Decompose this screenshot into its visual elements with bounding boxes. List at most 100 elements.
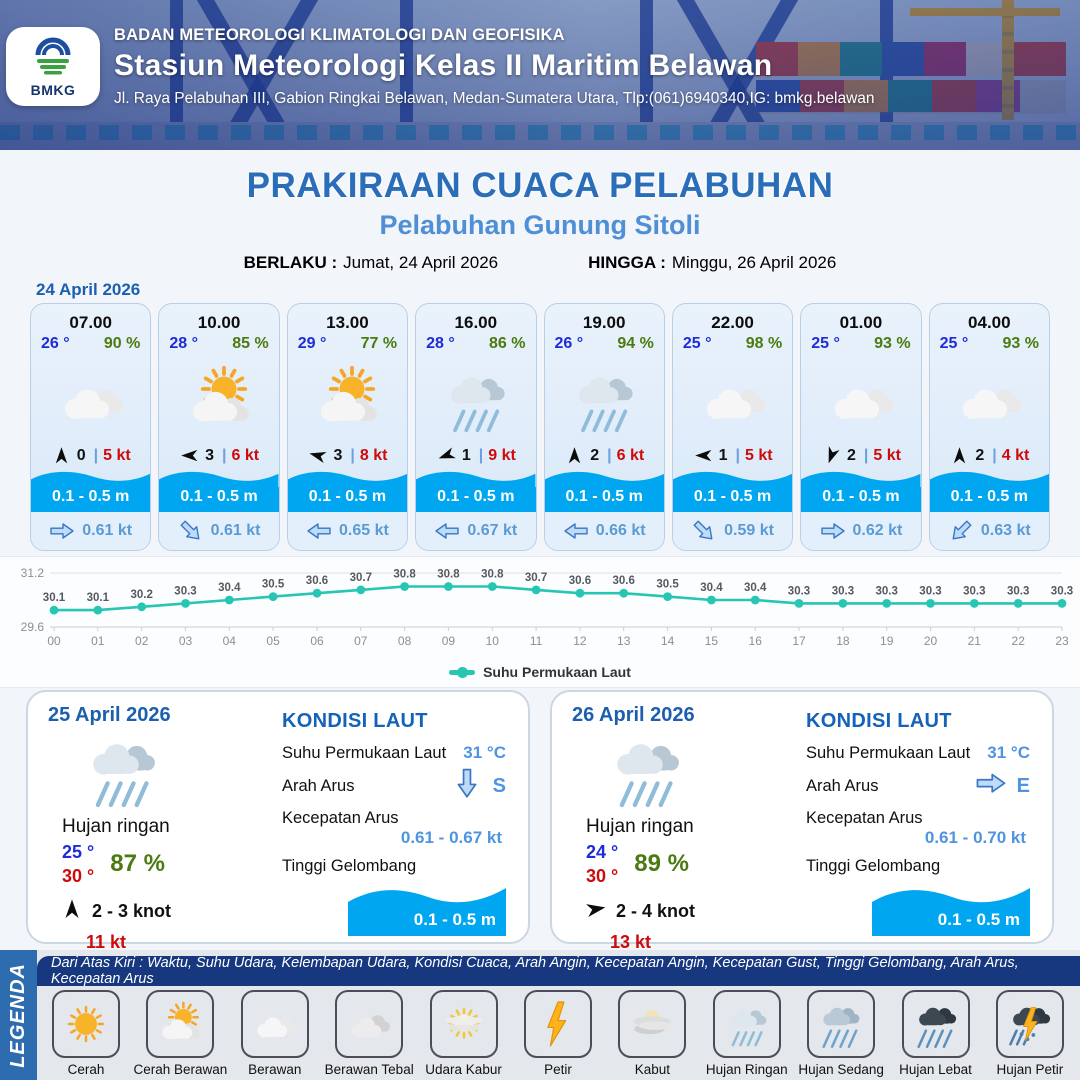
valid-until: HINGGA : Minggu, 26 April 2026 bbox=[588, 253, 836, 273]
current-row: 0.66 kt bbox=[544, 512, 664, 550]
forecast-card: 13.00 29 ° 77 % 3 | 8 kt 0.1 - 0.5 m 0.6… bbox=[286, 303, 409, 551]
berawan-icon bbox=[673, 353, 792, 445]
wind-row: 2 | 6 kt bbox=[545, 445, 664, 466]
wave-height: 0.1 - 0.5 m bbox=[672, 487, 793, 512]
forecast-card: 22.00 25 ° 98 % 1 | 5 kt 0.1 - 0.5 m 0.5… bbox=[671, 303, 794, 551]
time-label: 16.00 bbox=[454, 313, 498, 332]
legend-section: LEGENDA Dari Atas Kiri : Waktu, Suhu Uda… bbox=[0, 950, 1080, 1080]
current-row: 0.65 kt bbox=[287, 512, 408, 550]
svg-text:30.6: 30.6 bbox=[613, 575, 635, 587]
chart-legend: Suhu Permukaan Laut bbox=[0, 664, 1080, 680]
gust-speed: 13 kt bbox=[610, 931, 652, 952]
time-label: 13.00 bbox=[326, 313, 369, 332]
temperature: 25 ° bbox=[682, 335, 712, 352]
wave-height-box: 0.1 - 0.5 m bbox=[348, 880, 506, 937]
sea-conditions-heading: KONDISI LAUT bbox=[806, 710, 952, 732]
legend-item-label: Hujan Lebat bbox=[899, 1062, 972, 1077]
temperature: 28 ° bbox=[426, 335, 455, 352]
hujan-petir-icon bbox=[995, 990, 1064, 1058]
legend-note: Dari Atas Kiri : Waktu, Suhu Udara, Kele… bbox=[37, 955, 1080, 987]
svg-text:30.4: 30.4 bbox=[218, 582, 241, 594]
wave-height: 0.1 - 0.5 m bbox=[159, 487, 279, 512]
weather-condition: Hujan ringan bbox=[586, 816, 694, 837]
legend-item-label: Cerah Berawan bbox=[133, 1062, 228, 1077]
legend-item: Cerah Berawan bbox=[133, 990, 228, 1080]
humidity: 94 % bbox=[617, 335, 654, 352]
svg-text:05: 05 bbox=[266, 634, 280, 648]
wind-direction-icon bbox=[821, 445, 842, 466]
berawan-icon bbox=[240, 990, 309, 1058]
berawan-tebal-icon bbox=[335, 990, 404, 1058]
wave-crest-icon bbox=[159, 471, 279, 487]
svg-text:11: 11 bbox=[530, 634, 543, 648]
wind-speed: 3 bbox=[333, 446, 343, 464]
svg-text:04: 04 bbox=[223, 634, 237, 648]
legend-item: Udara Kabur bbox=[418, 990, 510, 1080]
separator: | bbox=[992, 446, 997, 464]
wave-shape bbox=[348, 888, 506, 937]
valid-until-value: Minggu, 26 April 2026 bbox=[671, 253, 837, 272]
svg-text:03: 03 bbox=[179, 634, 193, 648]
valid-until-label: HINGGA : bbox=[588, 253, 666, 272]
separator: | bbox=[863, 446, 869, 464]
time-label: 10.00 bbox=[197, 313, 241, 332]
gust-speed: 6 kt bbox=[231, 446, 260, 464]
separator: | bbox=[221, 446, 227, 464]
sst-value: 31 °C bbox=[463, 743, 506, 762]
hujan-ringan-icon bbox=[545, 353, 664, 445]
forecast-card: 10.00 28 ° 85 % 3 | 6 kt 0.1 - 0.5 m 0.6… bbox=[158, 303, 280, 551]
wave-height-value: 0.1 - 0.5 m bbox=[937, 910, 1020, 930]
temp-max: 30 ° bbox=[586, 866, 619, 887]
svg-text:30.8: 30.8 bbox=[481, 569, 504, 581]
svg-text:02: 02 bbox=[135, 634, 149, 648]
forecast-date: 24 April 2026 bbox=[36, 280, 141, 299]
gust-speed: 5 kt bbox=[744, 446, 773, 464]
hourly-forecast-row: 07.00 26 ° 90 % 0 | 5 kt 0.1 - 0.5 m 0.6… bbox=[30, 303, 1050, 551]
current-direction-icon bbox=[948, 520, 974, 540]
wave-crest-icon bbox=[544, 471, 664, 487]
berawan-icon bbox=[930, 353, 1049, 445]
page-title: PRAKIRAAN CUACA PELABUHAN bbox=[246, 166, 834, 205]
wind-row: 2 | 4 kt bbox=[930, 445, 1049, 466]
weather-icon bbox=[76, 723, 264, 820]
wind-direction-icon bbox=[51, 445, 72, 466]
agency-name: BADAN METEOROLOGI KLIMATOLOGI DAN GEOFIS… bbox=[114, 26, 565, 44]
wave-height-label: Tinggi Gelombang bbox=[806, 857, 941, 876]
legend-item: Hujan Petir bbox=[984, 990, 1076, 1080]
humidity: 77 % bbox=[360, 335, 398, 352]
wind-direction-icon bbox=[693, 445, 714, 466]
current-speed: 0.61 kt bbox=[82, 522, 133, 539]
wind-row: 3 | 8 kt bbox=[288, 445, 407, 466]
wind-speed: 2 bbox=[590, 446, 600, 464]
current-direction-text: S bbox=[492, 774, 506, 797]
svg-text:30.3: 30.3 bbox=[963, 585, 985, 597]
humidity: 93 % bbox=[1002, 335, 1039, 352]
humidity: 85 % bbox=[232, 335, 269, 352]
svg-text:30.5: 30.5 bbox=[656, 579, 679, 591]
legend-item: Cerah bbox=[40, 990, 132, 1080]
wave-height: 0.1 - 0.5 m bbox=[31, 487, 151, 512]
forecast-card: 04.00 25 ° 93 % 2 | 4 kt 0.1 - 0.5 m 0.6… bbox=[928, 303, 1050, 551]
svg-text:30.7: 30.7 bbox=[350, 572, 372, 584]
svg-text:16: 16 bbox=[749, 634, 763, 648]
wave-crest-icon bbox=[929, 471, 1049, 487]
gust-speed: 11 kt bbox=[86, 931, 127, 952]
current-speed-label: Kecepatan Arus bbox=[806, 809, 923, 828]
svg-text:30.3: 30.3 bbox=[876, 585, 898, 597]
wind-direction-icon bbox=[179, 445, 200, 466]
current-speed: 0.66 kt bbox=[595, 522, 646, 539]
wave-height: 0.1 - 0.5 m bbox=[544, 487, 664, 512]
wind-row: 2 | 5 kt bbox=[801, 445, 920, 466]
time-label: 22.00 bbox=[711, 313, 754, 332]
legend-item-label: Hujan Petir bbox=[996, 1062, 1064, 1077]
current-speed: 0.63 kt bbox=[980, 522, 1031, 539]
wind-speed: 1 bbox=[718, 446, 728, 464]
svg-text:30.2: 30.2 bbox=[131, 589, 153, 601]
petir-icon bbox=[523, 990, 592, 1058]
legend-item-label: Cerah bbox=[67, 1062, 105, 1077]
legend-series-label: Suhu Permukaan Laut bbox=[483, 664, 631, 680]
forecast-card: 01.00 25 ° 93 % 2 | 5 kt 0.1 - 0.5 m 0.6… bbox=[800, 303, 922, 551]
hujan-lebat-icon bbox=[901, 990, 970, 1058]
wave-height-label: Tinggi Gelombang bbox=[282, 857, 417, 876]
current-row: 0.61 kt bbox=[31, 512, 151, 550]
